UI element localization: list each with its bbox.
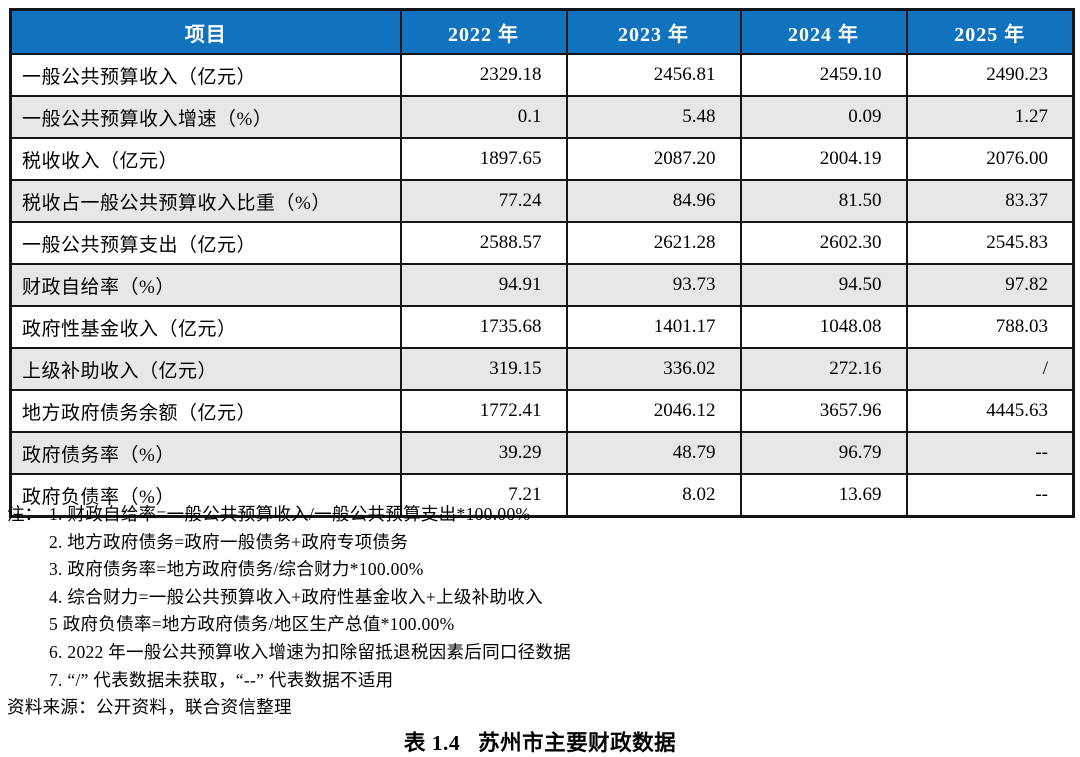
row-value: 4445.63 xyxy=(905,389,1075,433)
table-row: 一般公共预算收入（亿元） 2329.18 2456.81 2459.10 2490.23 xyxy=(9,53,1075,97)
row-value: 8.02 xyxy=(565,473,742,518)
table-caption-title: 苏州市主要财政数据 xyxy=(478,730,677,755)
row-value: 0.1 xyxy=(399,95,568,139)
table-row: 一般公共预算支出（亿元） 2588.57 2621.28 2602.30 2545.83 xyxy=(9,221,1075,265)
table-row: 税收占一般公共预算收入比重（%） 77.24 84.96 81.50 83.37 xyxy=(9,179,1075,223)
table-caption: 表 1.4 苏州市主要财政数据 xyxy=(0,726,1080,757)
row-value: 7.21 xyxy=(399,473,568,518)
row-value: / xyxy=(905,347,1075,391)
row-label: 一般公共预算收入（亿元） xyxy=(9,53,402,97)
table-row: 政府债务率（%） 39.29 48.79 96.79 -- xyxy=(9,431,1075,475)
row-value: 2621.28 xyxy=(565,221,742,265)
table-caption-number: 表 1.4 xyxy=(403,730,461,755)
row-value: 77.24 xyxy=(399,179,568,223)
row-value: 319.15 xyxy=(399,347,568,391)
column-header-year: 2023 年 xyxy=(565,8,742,55)
column-header-year: 2022 年 xyxy=(399,8,568,55)
table-row: 政府性基金收入（亿元） 1735.68 1401.17 1048.08 788.03 xyxy=(9,305,1075,349)
row-value: 97.82 xyxy=(905,263,1075,307)
row-label: 上级补助收入（亿元） xyxy=(9,347,402,391)
table-body: 一般公共预算收入（亿元） 2329.18 2456.81 2459.10 2490.23… xyxy=(9,53,1075,518)
note-line: 5 政府负债率=地方政府债务/地区生产总值*100.00% xyxy=(49,614,455,635)
table-row: 税收收入（亿元） 1897.65 2087.20 2004.19 2076.00 xyxy=(9,137,1075,181)
row-value: 2490.23 xyxy=(905,53,1075,97)
row-value: 48.79 xyxy=(565,431,742,475)
table-row: 一般公共预算收入增速（%） 0.1 5.48 0.09 1.27 xyxy=(9,95,1075,139)
note-line: 2. 地方政府债务=政府一般债务+政府专项债务 xyxy=(49,531,409,552)
note-line: 7. “/” 代表数据未获取，“--” 代表数据不适用 xyxy=(49,669,394,690)
row-value: 1048.08 xyxy=(739,305,908,349)
table-footer-block: 注： 1. 财政自给率=一般公共预算收入/一般公共预算支出*100.00% 2. … xyxy=(0,501,1080,757)
row-value: 2602.30 xyxy=(739,221,908,265)
row-value: 2588.57 xyxy=(399,221,568,265)
row-value: 13.69 xyxy=(739,473,908,518)
row-value: 788.03 xyxy=(905,305,1075,349)
row-value: 1735.68 xyxy=(399,305,568,349)
row-value: 2459.10 xyxy=(739,53,908,97)
row-value: 2456.81 xyxy=(565,53,742,97)
row-value: 96.79 xyxy=(739,431,908,475)
table-row: 地方政府债务余额（亿元） 1772.41 2046.12 3657.96 4445.63 xyxy=(9,389,1075,433)
row-value: 272.16 xyxy=(739,347,908,391)
column-header-year: 2025 年 xyxy=(905,8,1075,55)
row-value: 1897.65 xyxy=(399,137,568,181)
row-label: 地方政府债务余额（亿元） xyxy=(9,389,402,433)
row-label: 财政自给率（%） xyxy=(9,263,402,307)
row-value: 1.27 xyxy=(905,95,1075,139)
row-label: 政府负债率（%） xyxy=(9,473,402,518)
notes-block: 注： 1. 财政自给率=一般公共预算收入/一般公共预算支出*100.00% 2. … xyxy=(0,501,1080,694)
table-row: 政府负债率（%） 7.21 8.02 13.69 -- xyxy=(9,473,1075,518)
row-label: 政府性基金收入（亿元） xyxy=(9,305,402,349)
row-value: 94.50 xyxy=(739,263,908,307)
row-value: 2046.12 xyxy=(565,389,742,433)
notes-prefix: 注： xyxy=(7,504,42,524)
row-value: 5.48 xyxy=(565,95,742,139)
row-label: 一般公共预算收入增速（%） xyxy=(9,95,402,139)
row-value: 3657.96 xyxy=(739,389,908,433)
row-value: 93.73 xyxy=(565,263,742,307)
row-value: 1401.17 xyxy=(565,305,742,349)
row-label: 政府债务率（%） xyxy=(9,431,402,475)
note-line: 3. 政府债务率=地方政府债务/综合财力*100.00% xyxy=(49,559,424,580)
fiscal-data-table: 项目 2022 年 2023 年 2024 年 2025 年 一般公共预算收入（亿元） 2… xyxy=(9,8,1075,518)
note-line: 1. 财政自给率=一般公共预算收入/一般公共预算支出*100.00% xyxy=(49,504,531,524)
row-value: -- xyxy=(905,473,1075,518)
row-label: 一般公共预算支出（亿元） xyxy=(9,221,402,265)
column-header-item: 项目 xyxy=(9,8,402,55)
notes-list: 1. 财政自给率=一般公共预算收入/一般公共预算支出*100.00% 2. 地方政… xyxy=(49,501,1080,694)
row-value: 2076.00 xyxy=(905,137,1075,181)
row-value: 94.91 xyxy=(399,263,568,307)
row-value: 2329.18 xyxy=(399,53,568,97)
row-value: 39.29 xyxy=(399,431,568,475)
note-line: 6. 2022 年一般公共预算收入增速为扣除留抵退税因素后同口径数据 xyxy=(49,641,572,662)
table-row: 财政自给率（%） 94.91 93.73 94.50 97.82 xyxy=(9,263,1075,307)
table-row: 上级补助收入（亿元） 319.15 336.02 272.16/ xyxy=(9,347,1075,391)
row-value: 2087.20 xyxy=(565,137,742,181)
note-line: 4. 综合财力=一般公共预算收入+政府性基金收入+上级补助收入 xyxy=(49,586,543,607)
row-value: 0.09 xyxy=(739,95,908,139)
data-source-line: 资料来源：公开资料，联合资信整理 xyxy=(7,697,292,718)
row-label: 税收占一般公共预算收入比重（%） xyxy=(9,179,402,223)
row-value: 83.37 xyxy=(905,179,1075,223)
column-header-year: 2024 年 xyxy=(739,8,908,55)
row-value: -- xyxy=(905,431,1075,475)
row-value: 2004.19 xyxy=(739,137,908,181)
row-label: 税收收入（亿元） xyxy=(9,137,402,181)
row-value: 1772.41 xyxy=(399,389,568,433)
table-header-row: 项目 2022 年 2023 年 2024 年 2025 年 xyxy=(9,8,1075,55)
row-value: 2545.83 xyxy=(905,221,1075,265)
row-value: 84.96 xyxy=(565,179,742,223)
row-value: 336.02 xyxy=(565,347,742,391)
row-value: 81.50 xyxy=(739,179,908,223)
